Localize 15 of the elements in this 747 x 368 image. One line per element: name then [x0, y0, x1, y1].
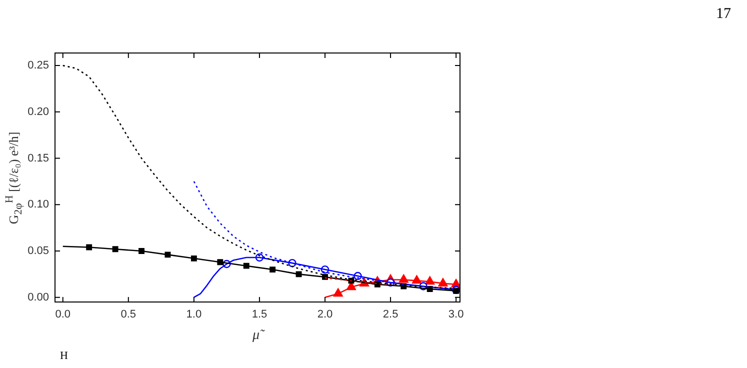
text: 17 — [716, 6, 731, 23]
y-tick-label: 0.25 — [28, 60, 49, 72]
x-tick-label: 0.0 — [55, 308, 71, 321]
y-tick-label: 0.00 — [28, 291, 49, 304]
x-tick-label: 2.5 — [382, 308, 398, 321]
x-tick-label: 0.5 — [120, 308, 136, 321]
x-tick-label: 1.0 — [186, 308, 202, 321]
y-tick-label: 0.10 — [28, 198, 49, 211]
x-tick-label: 2.0 — [317, 308, 333, 321]
x-tick-label: 3.0 — [448, 308, 464, 321]
text: H — [60, 350, 68, 362]
y-tick-label: 0.20 — [28, 106, 49, 118]
y-tick-label: 0.05 — [28, 245, 49, 258]
x-tick-label: 1.5 — [252, 308, 268, 321]
y-tick-label: 0.15 — [28, 152, 49, 164]
